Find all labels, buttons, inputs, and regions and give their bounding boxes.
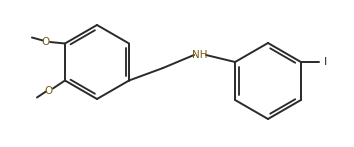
- Text: NH: NH: [192, 50, 208, 60]
- Text: O: O: [42, 36, 50, 46]
- Text: I: I: [324, 57, 327, 67]
- Text: O: O: [45, 86, 53, 96]
